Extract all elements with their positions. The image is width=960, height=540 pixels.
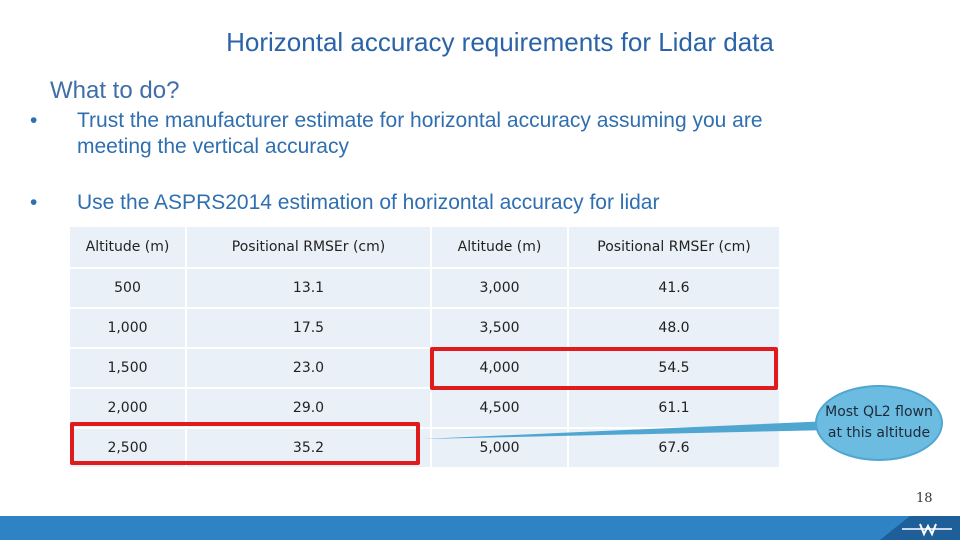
table-cell: 1,000 xyxy=(70,309,187,349)
table-header-row: Altitude (m) Positional RMSEr (cm) Altit… xyxy=(70,227,781,269)
table-row: 1,500 23.0 4,000 54.5 xyxy=(70,349,781,389)
table-row: 500 13.1 3,000 41.6 xyxy=(70,269,781,309)
callout-bubble: Most QL2 flown at this altitude xyxy=(815,385,943,461)
table-header-cell: Positional RMSEr (cm) xyxy=(187,227,432,269)
footer-logo-icon xyxy=(880,516,960,540)
table-cell: 1,500 xyxy=(70,349,187,389)
bullet-text-line: meeting the vertical accuracy xyxy=(77,135,349,158)
table-cell: 4,500 xyxy=(432,389,569,429)
table-header-cell: Altitude (m) xyxy=(432,227,569,269)
highlight-box-4000 xyxy=(430,347,778,390)
slide-title: Horizontal accuracy requirements for Lid… xyxy=(226,27,774,57)
table-cell: 5,000 xyxy=(432,429,569,469)
bullet-marker: • xyxy=(30,191,38,214)
bullet-text-line: Trust the manufacturer estimate for hori… xyxy=(77,109,763,132)
highlight-box-2500 xyxy=(70,422,420,465)
page-number: 18 xyxy=(916,491,933,506)
bullet-text-line: Use the ASPRS2014 estimation of horizont… xyxy=(77,191,660,214)
table-header-cell: Positional RMSEr (cm) xyxy=(569,227,781,269)
footer-bar xyxy=(0,516,960,540)
table-cell: 13.1 xyxy=(187,269,432,309)
table-cell: 41.6 xyxy=(569,269,781,309)
table-cell: 67.6 xyxy=(569,429,781,469)
callout-pointer-shape xyxy=(422,421,832,439)
table-cell: 3,000 xyxy=(432,269,569,309)
table-row: 1,000 17.5 3,500 48.0 xyxy=(70,309,781,349)
table-cell: 61.1 xyxy=(569,389,781,429)
callout-text: Most QL2 flown at this altitude xyxy=(825,404,933,441)
slide-subtitle: What to do? xyxy=(50,77,180,104)
table-cell: 17.5 xyxy=(187,309,432,349)
table-cell: 500 xyxy=(70,269,187,309)
bullet-marker: • xyxy=(30,109,38,132)
table-header-cell: Altitude (m) xyxy=(70,227,187,269)
